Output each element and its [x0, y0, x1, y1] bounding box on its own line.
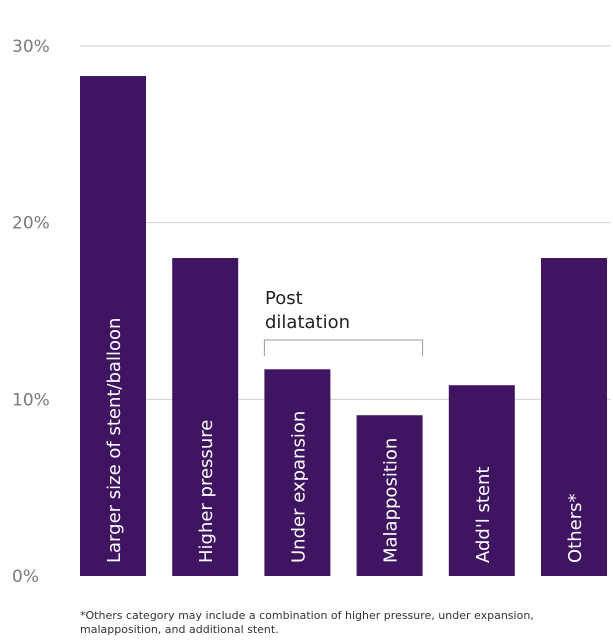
- bar: [541, 258, 607, 576]
- bar-label: Malapposition: [381, 438, 402, 563]
- bars: Larger size of stent/balloon Higher press…: [80, 76, 607, 577]
- bar-label: Under expansion: [288, 411, 309, 563]
- bar: [172, 258, 239, 576]
- bar-label: Add'l stent: [473, 467, 494, 564]
- annotation-line-2: dilatation: [265, 312, 350, 333]
- annotation-line-1: Post: [265, 288, 303, 309]
- y-tick-label: 30%: [12, 37, 50, 57]
- bar: [356, 415, 423, 576]
- post-dilatation-annotation: Post dilatation: [263, 288, 424, 356]
- y-axis-ticks: 0% 10% 20% 30%: [12, 37, 50, 587]
- annotation-bracket: [263, 339, 424, 356]
- bar: [264, 369, 331, 576]
- gridlines: [80, 45, 610, 400]
- bar-label: Others*: [565, 494, 586, 564]
- bar-chart: 0% 10% 20% 30% Larger size of stent/balloon…: [12, 37, 610, 587]
- bar: [80, 76, 146, 577]
- y-tick-label: 0%: [12, 567, 39, 587]
- y-tick-label: 10%: [12, 390, 50, 410]
- y-tick-label: 20%: [12, 214, 50, 234]
- bar: [448, 385, 515, 576]
- bar-label: Larger size of stent/balloon: [104, 318, 125, 563]
- footnote: *Others category may include a combinati…: [80, 609, 534, 636]
- bar-label: Higher pressure: [196, 420, 217, 563]
